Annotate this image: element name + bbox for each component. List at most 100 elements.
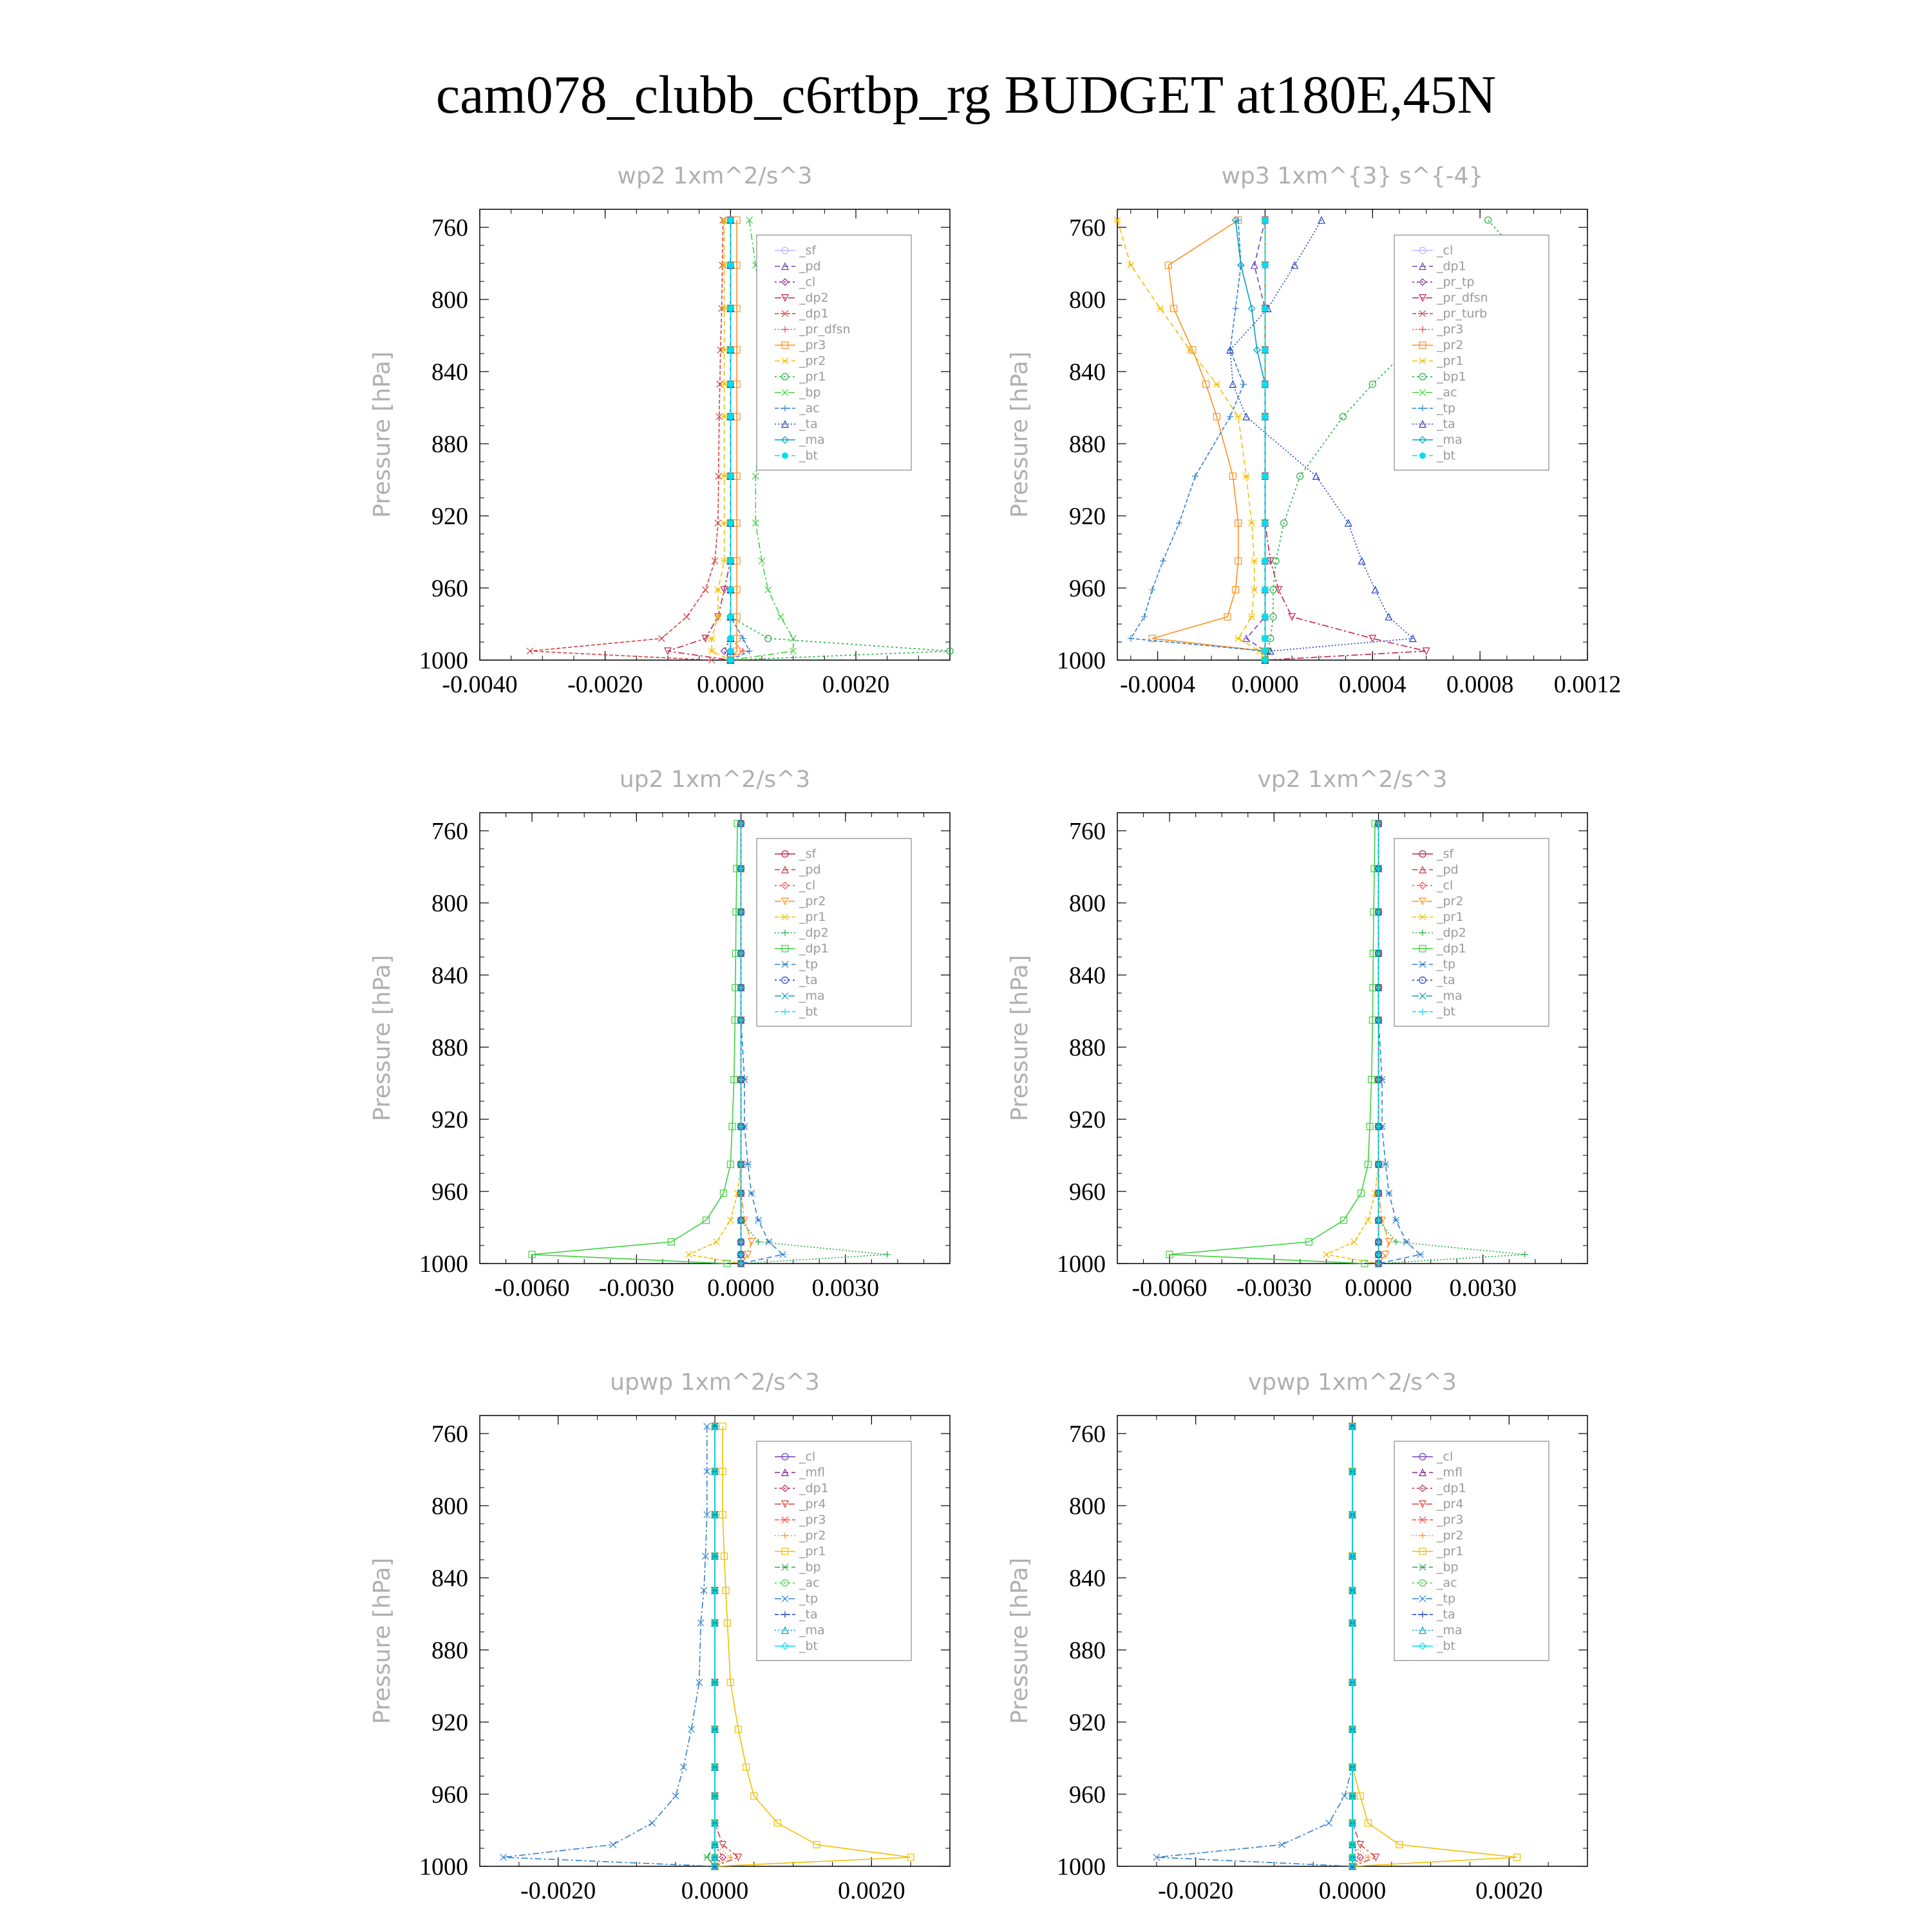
legend-marker xyxy=(1419,866,1426,874)
y-tick-label: 1000 xyxy=(1057,1251,1106,1278)
data-point xyxy=(700,1587,708,1595)
data-point xyxy=(723,1619,732,1627)
y-tick-label: 960 xyxy=(431,575,468,602)
data-point xyxy=(1274,586,1283,594)
x-tick-label: -0.0030 xyxy=(599,1274,674,1302)
legend-marker xyxy=(1419,1453,1426,1461)
legend-marker xyxy=(781,278,789,286)
legend-marker xyxy=(1419,341,1426,349)
legend-marker xyxy=(1419,262,1426,270)
data-point xyxy=(1364,1217,1372,1224)
legend-label: _dp2 xyxy=(1436,926,1466,940)
data-point xyxy=(711,1853,719,1861)
data-point xyxy=(727,635,734,642)
data-point xyxy=(777,613,784,621)
data-point xyxy=(726,1160,734,1168)
data-point xyxy=(727,613,734,620)
data-point xyxy=(703,1853,711,1861)
data-point xyxy=(1349,1853,1356,1861)
x-tick-label: -0.0030 xyxy=(1236,1274,1312,1302)
data-point xyxy=(667,1238,676,1246)
panel-title: up2 1xm^2/s^3 xyxy=(620,766,810,793)
legend-marker xyxy=(782,1009,788,1015)
legend-label: _cl xyxy=(1436,1450,1453,1464)
data-point xyxy=(711,1725,719,1734)
series-line-ta xyxy=(1229,220,1414,661)
data-point xyxy=(1191,473,1198,480)
y-tick-label: 920 xyxy=(431,1709,468,1736)
data-point xyxy=(1262,648,1269,654)
data-point xyxy=(1375,950,1382,957)
data-point xyxy=(1235,634,1242,642)
data-point xyxy=(711,1678,719,1687)
legend-label: _ac xyxy=(1436,1576,1457,1590)
data-point xyxy=(711,1841,719,1849)
legend: _cl _dp1_pr_tp _pr_dfsn _pr_turb _pr3_pr2 _pr… xyxy=(1394,234,1549,471)
x-tick-label: 0.0000 xyxy=(1319,1877,1387,1904)
data-point xyxy=(1366,1122,1374,1130)
data-point xyxy=(714,613,722,621)
data-point xyxy=(708,647,715,655)
data-point xyxy=(720,647,728,655)
series-line-cl xyxy=(723,220,732,661)
y-tick-label: 1000 xyxy=(419,1853,468,1880)
y-tick-label: 880 xyxy=(431,431,468,458)
data-point xyxy=(1375,1161,1382,1168)
data-point xyxy=(743,1763,750,1771)
x-tick-label: 0.0030 xyxy=(1450,1274,1517,1302)
legend-marker xyxy=(1419,389,1426,396)
legend-marker xyxy=(782,929,788,936)
data-point xyxy=(737,1189,744,1197)
data-point xyxy=(730,1075,738,1084)
data-point xyxy=(1408,634,1417,642)
data-point xyxy=(1291,261,1299,269)
series-line-pr4 xyxy=(1352,1426,1378,1867)
data-point xyxy=(1372,1853,1380,1862)
series-group xyxy=(526,216,954,665)
y-tick-label: 760 xyxy=(1069,818,1106,845)
data-point xyxy=(1375,984,1382,991)
y-tick-label: 880 xyxy=(1069,1034,1106,1061)
data-point xyxy=(1248,613,1255,621)
legend-marker xyxy=(781,1595,789,1602)
data-point xyxy=(755,1238,762,1245)
series-group xyxy=(1166,819,1528,1268)
data-point xyxy=(721,519,728,527)
legend-marker xyxy=(781,262,789,270)
legend-label: _cl xyxy=(799,275,815,289)
data-point xyxy=(1350,1238,1358,1245)
data-point xyxy=(737,909,744,915)
data-point xyxy=(1349,1725,1356,1734)
data-point xyxy=(1344,518,1352,527)
panel-title: wp3 1xm^{3} s^{-4} xyxy=(1222,163,1484,189)
legend-marker xyxy=(1419,452,1426,459)
series-group xyxy=(1153,1422,1521,1871)
data-point xyxy=(1392,1238,1399,1245)
data-point xyxy=(719,1468,726,1475)
panel-3: vp2 1xm^2/s^3 Pressure [hPa] 760 800 840 880 9… xyxy=(1007,766,1588,1302)
series-line-pr4 xyxy=(714,1426,740,1867)
data-point xyxy=(1235,519,1242,527)
series-line-dp1 xyxy=(1245,220,1266,660)
data-point xyxy=(1356,1853,1365,1861)
data-point xyxy=(1375,1076,1382,1083)
y-tick-label: 800 xyxy=(1069,1493,1106,1520)
data-point xyxy=(1349,1862,1356,1870)
legend-marker xyxy=(781,882,789,889)
legend-label: _pr4 xyxy=(1436,1497,1463,1511)
legend-marker xyxy=(1419,913,1426,921)
legend-marker xyxy=(1419,1611,1426,1618)
data-point xyxy=(672,1792,679,1800)
data-point xyxy=(719,1853,727,1861)
data-point xyxy=(721,305,728,312)
data-point xyxy=(1513,1853,1521,1861)
legend-marker xyxy=(1419,278,1426,286)
data-point xyxy=(711,1792,719,1800)
legend-label: _dp1 xyxy=(1436,260,1466,274)
series-line-dp1 xyxy=(532,823,738,1264)
legend-marker xyxy=(1419,1595,1426,1602)
data-point xyxy=(727,473,734,480)
data-point xyxy=(739,635,746,642)
data-point xyxy=(1349,1422,1356,1430)
